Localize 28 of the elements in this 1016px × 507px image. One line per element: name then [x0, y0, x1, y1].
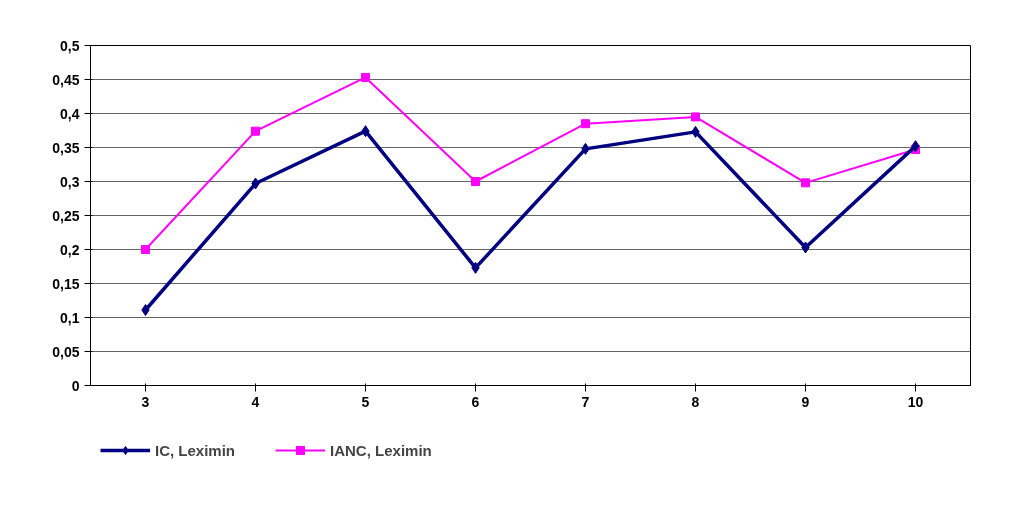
y-tick-label: 0,2 [60, 241, 80, 258]
y-tick-label: 0 [71, 377, 80, 394]
point [251, 126, 260, 136]
y-tick-label: 0,5 [60, 37, 80, 54]
y-tick-label: 0,4 [60, 105, 80, 122]
x-tick-label: 8 [691, 393, 700, 410]
point [361, 72, 370, 82]
x-tick-label: 3 [141, 393, 150, 410]
x-tick-label: 10 [907, 393, 924, 410]
y-tick-label: 0,45 [52, 71, 80, 88]
point [471, 177, 480, 186]
x-tick-label: 6 [471, 393, 480, 410]
point [581, 119, 590, 129]
point [691, 112, 700, 122]
x-tick-label: 9 [801, 393, 810, 410]
point [801, 178, 810, 188]
x-tick-label: 4 [251, 393, 260, 410]
x-tick-label: 7 [581, 393, 590, 410]
legend-label: IC, Leximin [155, 441, 236, 459]
x-tick-label: 5 [361, 393, 370, 410]
y-tick-label: 0,25 [52, 207, 80, 224]
y-tick-label: 0,3 [60, 173, 80, 190]
point [141, 245, 150, 254]
y-tick-label: 0,15 [52, 275, 80, 292]
y-tick-label: 0,1 [60, 309, 80, 326]
y-tick-label: 0,35 [52, 139, 80, 156]
legend-label: IANC, Leximin [330, 441, 432, 459]
y-tick-label: 0,05 [52, 343, 80, 360]
